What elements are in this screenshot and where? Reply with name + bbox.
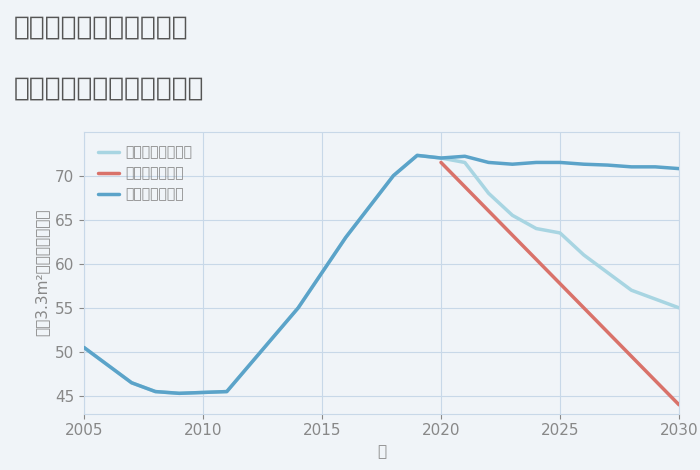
ノーマルシナリオ — [484, 190, 493, 196]
Y-axis label: 坪（3.3m²）単価（万円）: 坪（3.3m²）単価（万円） — [34, 209, 49, 337]
グッドシナリオ — [151, 389, 160, 394]
グッドシナリオ — [603, 162, 612, 168]
グッドシナリオ — [223, 389, 231, 394]
ノーマルシナリオ — [223, 389, 231, 394]
グッドシナリオ — [532, 160, 540, 165]
ノーマルシナリオ — [651, 296, 659, 302]
Line: ノーマルシナリオ: ノーマルシナリオ — [84, 156, 679, 393]
ノーマルシナリオ — [532, 226, 540, 231]
Text: 中古マンションの価格推移: 中古マンションの価格推移 — [14, 75, 204, 101]
グッドシナリオ — [508, 161, 517, 167]
ノーマルシナリオ — [675, 305, 683, 311]
グッドシナリオ — [484, 160, 493, 165]
X-axis label: 年: 年 — [377, 444, 386, 459]
グッドシナリオ — [580, 161, 588, 167]
グッドシナリオ — [389, 173, 398, 179]
ノーマルシナリオ — [80, 345, 88, 350]
ノーマルシナリオ — [151, 389, 160, 394]
ノーマルシナリオ — [556, 230, 564, 236]
グッドシナリオ — [80, 345, 88, 350]
グッドシナリオ — [627, 164, 636, 170]
ノーマルシナリオ — [580, 252, 588, 258]
ノーマルシナリオ — [603, 270, 612, 275]
ノーマルシナリオ — [389, 173, 398, 179]
Text: 福岡県太宰府市長浦台の: 福岡県太宰府市長浦台の — [14, 14, 188, 40]
ノーマルシナリオ — [294, 305, 302, 311]
ノーマルシナリオ — [127, 380, 136, 385]
Legend: ノーマルシナリオ, バッドシナリオ, グッドシナリオ: ノーマルシナリオ, バッドシナリオ, グッドシナリオ — [91, 139, 200, 208]
グッドシナリオ — [651, 164, 659, 170]
グッドシナリオ — [294, 305, 302, 311]
グッドシナリオ — [127, 380, 136, 385]
Line: グッドシナリオ: グッドシナリオ — [84, 156, 679, 393]
グッドシナリオ — [342, 235, 350, 240]
ノーマルシナリオ — [437, 155, 445, 161]
ノーマルシナリオ — [413, 153, 421, 158]
グッドシナリオ — [175, 391, 183, 396]
グッドシナリオ — [556, 160, 564, 165]
ノーマルシナリオ — [627, 288, 636, 293]
グッドシナリオ — [413, 153, 421, 158]
ノーマルシナリオ — [175, 391, 183, 396]
グッドシナリオ — [437, 155, 445, 161]
ノーマルシナリオ — [508, 212, 517, 218]
ノーマルシナリオ — [342, 235, 350, 240]
グッドシナリオ — [461, 153, 469, 159]
グッドシナリオ — [675, 166, 683, 172]
ノーマルシナリオ — [461, 160, 469, 165]
